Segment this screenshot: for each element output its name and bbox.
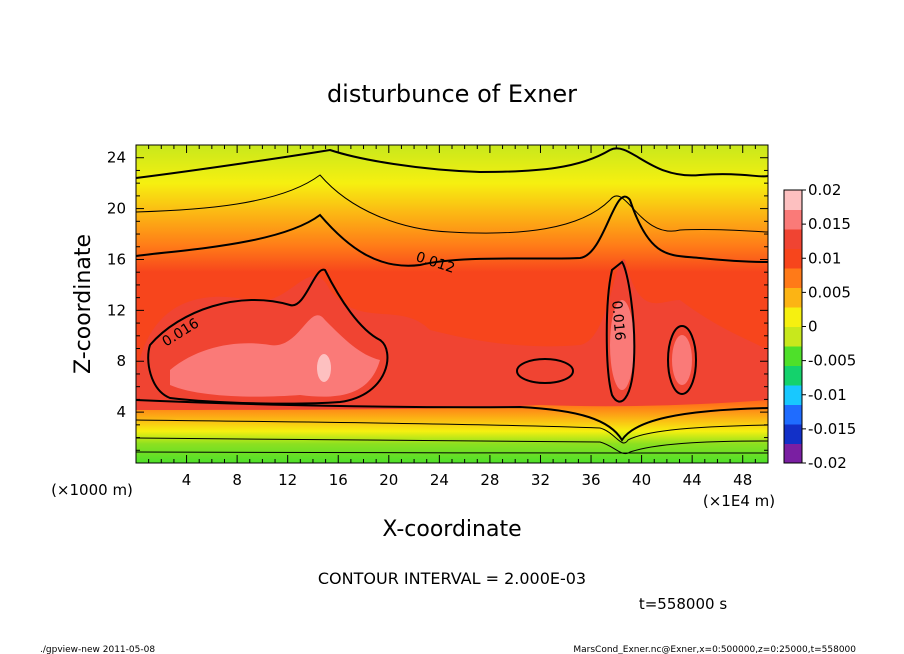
colorbar-swatch (784, 190, 802, 210)
colorbar-tick-label: 0.005 (808, 283, 851, 301)
contour-line (605, 260, 636, 403)
colorbar-tick-label: 0.01 (808, 249, 841, 267)
colorbar (783, 189, 803, 464)
colorbar-swatch (784, 346, 802, 366)
y-axis-ticks: 4 8 12 16 20 24 (107, 144, 768, 464)
x-axis-scale-label: (×1E4 m) (703, 492, 775, 510)
x-axis-label: X-coordinate (382, 517, 521, 542)
colorbar-swatch (784, 424, 802, 444)
x-tick-label: 12 (278, 471, 297, 489)
y-tick-label: 12 (107, 301, 126, 319)
time-label: t=558000 s (639, 595, 727, 613)
x-axis-ticks: 4 8 12 16 20 24 28 32 36 40 44 48 (135, 145, 769, 489)
contour-line (136, 451, 768, 454)
colorbar-ticks: 0.02 0.015 0.01 0.005 0 -0.005 -0.01 -0.015 -0.0… (802, 181, 856, 472)
colorbar-tick-label: -0.02 (808, 454, 847, 472)
x-tick-label: 4 (182, 471, 192, 489)
x-tick-label: 8 (232, 471, 242, 489)
x-tick-label: 48 (733, 471, 752, 489)
contour-interval-text: CONTOUR INTERVAL = 2.000E-03 (318, 569, 586, 588)
x-tick-label: 40 (632, 471, 651, 489)
y-tick-label: 16 (107, 250, 126, 268)
footer-right-text: MarsCond_Exner.nc@Exner,x=0:500000,z=0:2… (573, 645, 856, 654)
colorbar-tick-label: 0.02 (808, 181, 841, 199)
contour-line (147, 268, 389, 405)
x-axis-unit-label: (×1000 m) (51, 481, 133, 499)
colorbar-tick-label: -0.005 (808, 352, 856, 370)
colorbar-swatch (784, 268, 802, 288)
y-tick-label: 8 (116, 352, 126, 370)
colorbar-tick-label: -0.01 (808, 386, 847, 404)
contour-line (136, 399, 768, 442)
y-tick-label: 24 (107, 149, 126, 167)
colorbar-swatch (784, 404, 802, 425)
y-tick-label: 20 (107, 200, 126, 218)
colorbar-swatch (784, 209, 802, 230)
x-tick-label: 28 (480, 471, 499, 489)
y-tick-label: 4 (116, 403, 126, 421)
colorbar-swatch (784, 365, 802, 386)
contour-line (136, 174, 768, 234)
x-tick-label: 44 (683, 471, 702, 489)
colorbar-swatch (784, 229, 802, 249)
contour-line (136, 147, 768, 179)
peak-region-east (610, 300, 634, 390)
x-tick-label: 20 (379, 471, 398, 489)
colorbar-swatch (784, 287, 802, 308)
x-tick-label: 36 (581, 471, 600, 489)
contour-line (136, 419, 768, 444)
colorbar-swatch (784, 443, 802, 464)
contour-label-group: 0.016 (608, 300, 627, 341)
x-tick-label: 16 (329, 471, 348, 489)
x-tick-label: 32 (531, 471, 550, 489)
y-axis-label: Z-coordinate (71, 234, 96, 374)
colorbar-tick-label: -0.015 (808, 420, 856, 438)
colorbar-tick-label: 0.015 (808, 215, 851, 233)
max-spot (317, 354, 331, 382)
colorbar-swatch (784, 248, 802, 269)
colorbar-swatch (784, 326, 802, 347)
colorbar-swatch (784, 307, 802, 327)
colorbar-tick-label: 0 (808, 318, 818, 336)
contour-line (667, 325, 697, 395)
peak-region-far (672, 335, 692, 385)
footer-left-text: ./gpview-new 2011-05-08 (40, 645, 155, 654)
contour-label: 0.016 (608, 300, 627, 341)
colorbar-swatch (784, 385, 802, 405)
contour-line (136, 437, 768, 455)
plot-area (136, 145, 768, 463)
contour-line (136, 195, 768, 267)
contour-line (516, 358, 574, 384)
chart-title: disturbunce of Exner (327, 80, 577, 108)
x-tick-label: 24 (430, 471, 449, 489)
